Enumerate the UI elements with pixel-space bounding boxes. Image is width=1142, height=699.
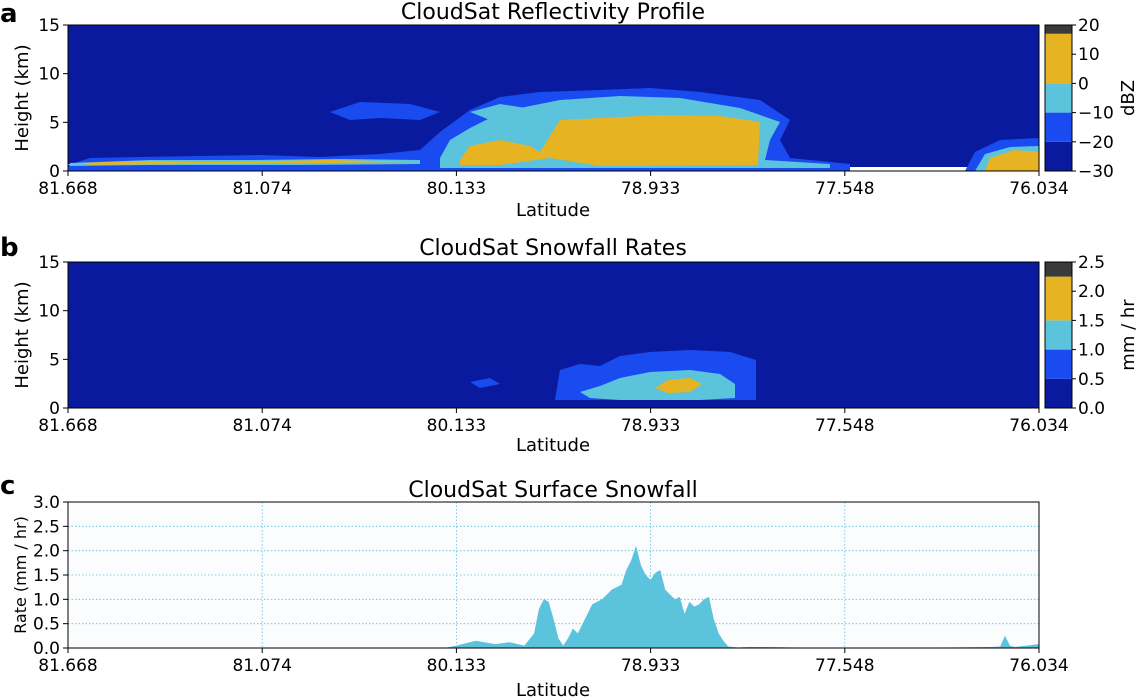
panel-c-x-tick-label: 81.668 [38,656,97,676]
panel-a-y-tick-label: 0 [49,162,60,182]
panel-b-colorbar: 2.5 2.0 1.5 1.0 0.5 0.0 [1044,253,1105,419]
panel-b-x-tick-label: 81.074 [232,416,291,436]
panel-a-colorbar-tick-label: −20 [1078,133,1114,153]
panel-a-x-tick-label: 77.548 [815,179,874,199]
panel-c-ylabel: Rate (mm / hr) [11,516,30,634]
panel-b-title: CloudSat Snowfall Rates [419,236,687,261]
panel-a-x-tick-label: 81.074 [232,179,291,199]
panel-a-colorbar-band [1045,33,1072,84]
panel-c: c CloudSat Surface Snowfall 0.0 0.5 1.0 1.5… [0,471,1069,699]
panel-a-band-cyan-upper [470,104,540,120]
panel-b-colorbar-tick-label: 1.0 [1078,341,1105,361]
panel-a-y-tick-label: 15 [38,16,60,36]
panel-a-colorbar-tick-label: −30 [1078,162,1114,182]
panel-b-x-tick-label: 78.933 [621,416,680,436]
panel-c-y-tick-label: 2.0 [33,542,60,562]
panel-c-title: CloudSat Surface Snowfall [408,478,698,503]
panel-b-colorbar-tick-label: 2.0 [1078,282,1105,302]
panel-c-y-tick-label: 0.5 [33,615,60,635]
panel-a-band-bright-blue-upper [330,102,440,120]
panel-a-colorbar-band [1045,141,1072,171]
panel-b-y-tick-label: 0 [49,399,60,419]
panel-b-ylabel: Height (km) [12,281,33,388]
panel-a-colorbar-frame [1044,24,1073,172]
panel-a-colorbar-band [1045,112,1072,142]
panel-b-y-axis: 0 5 10 15 [38,253,68,419]
panel-c-y-tick-label: 1.0 [33,590,60,610]
panel-b-y-tick-label: 10 [38,302,60,322]
panel-a-x-axis: 81.668 81.074 80.133 78.933 77.548 76.034 [38,171,1069,199]
panel-c-y-tick-label: 1.5 [33,566,60,586]
panel-a-colorbar: 20 10 0 −10 −20 −30 [1044,16,1114,182]
panel-a-y-axis: 0 5 10 15 [38,16,68,182]
panel-a-x-tick-label: 80.133 [427,179,486,199]
panel-a-band-gold [460,115,760,166]
panel-a-x-tick-label: 81.668 [38,179,97,199]
panel-a-frame [67,24,1040,172]
panel-a-x-tick-label: 76.034 [1009,179,1068,199]
panel-c-xlabel: Latitude [516,680,590,699]
panel-b-xlabel: Latitude [516,435,590,456]
panel-b-y-tick-label: 15 [38,253,60,273]
panel-a-ylabel: Height (km) [12,44,33,151]
panel-b-colorbar-tick-label: 0.5 [1078,370,1105,390]
panel-b-frame [67,261,1040,409]
panel-letter-c: c [0,471,15,501]
panel-a-colorbar-band [1045,25,1072,34]
panel-a-colorbar-tick-label: 20 [1078,16,1100,36]
panel-b-x-tick-label: 80.133 [427,416,486,436]
panel-c-y-axis: 0.0 0.5 1.0 1.5 2.0 2.5 3.0 [33,493,68,659]
panel-b-colorbar-tick-label: 0.0 [1078,399,1105,419]
panel-a-band-gold-right [985,150,1039,171]
panel-c-snowfall-area [68,545,1039,648]
panel-b-band-gold [655,378,702,393]
panel-b-colorbar-tick-label: 2.5 [1078,253,1105,273]
panel-a: a CloudSat Reflectivity Profile 0 5 10 15 8… [0,0,1139,221]
panel-b-x-tick-label: 76.034 [1009,416,1068,436]
panel-a-heatmap [68,88,1039,171]
panel-b-x-tick-label: 77.548 [815,416,874,436]
panel-b-colorbar-label: mm / hr [1118,299,1139,371]
panel-a-x-tick-label: 78.933 [621,179,680,199]
panel-c-x-axis: 81.668 81.074 80.133 78.933 77.548 76.034 [38,648,1069,676]
panel-a-y-tick-label: 10 [38,65,60,85]
panel-b-y-tick-label: 5 [49,350,60,370]
panel-c-x-tick-label: 77.548 [815,656,874,676]
panel-a-colorbar-tick-label: −10 [1078,104,1114,124]
panel-a-colorbar-tick-label: 10 [1078,45,1100,65]
panel-c-x-tick-label: 81.074 [232,656,291,676]
panel-a-y-tick-label: 5 [49,113,60,133]
panel-c-x-tick-label: 80.133 [427,656,486,676]
panel-b-colorbar-band [1045,378,1072,408]
panel-a-colorbar-band [1045,83,1072,113]
panel-c-y-tick-label: 2.5 [33,517,60,537]
panel-b-colorbar-band [1045,349,1072,379]
panel-c-x-tick-label: 76.034 [1009,656,1068,676]
panel-b-heatmap [470,350,756,400]
panel-b-colorbar-band [1045,262,1072,277]
panel-c-y-tick-label: 0.0 [33,639,60,659]
panel-c-y-tick-label: 3.0 [33,493,60,513]
panel-a-xlabel: Latitude [516,200,590,221]
panel-b-speck [470,378,500,388]
panel-b-colorbar-tick-label: 1.5 [1078,311,1105,331]
panel-b-plot-bg [68,262,1039,408]
panel-letter-a: a [0,0,18,29]
panel-b-band-cyan [580,370,735,400]
panel-a-colorbar-label: dBZ [1118,80,1139,116]
panel-b-colorbar-frame [1044,261,1073,409]
panel-a-title: CloudSat Reflectivity Profile [401,0,705,25]
panel-letter-b: b [0,233,19,263]
panel-a-colorbar-tick-label: 0 [1078,74,1089,94]
panel-b-x-tick-label: 81.668 [38,416,97,436]
panel-b-colorbar-band [1045,276,1072,321]
panel-a-band-gold-surface [80,160,420,165]
panel-c-x-tick-label: 78.933 [621,656,680,676]
panel-b-colorbar-band [1045,320,1072,350]
panel-b-x-axis: 81.668 81.074 80.133 78.933 77.548 76.034 [38,408,1069,436]
